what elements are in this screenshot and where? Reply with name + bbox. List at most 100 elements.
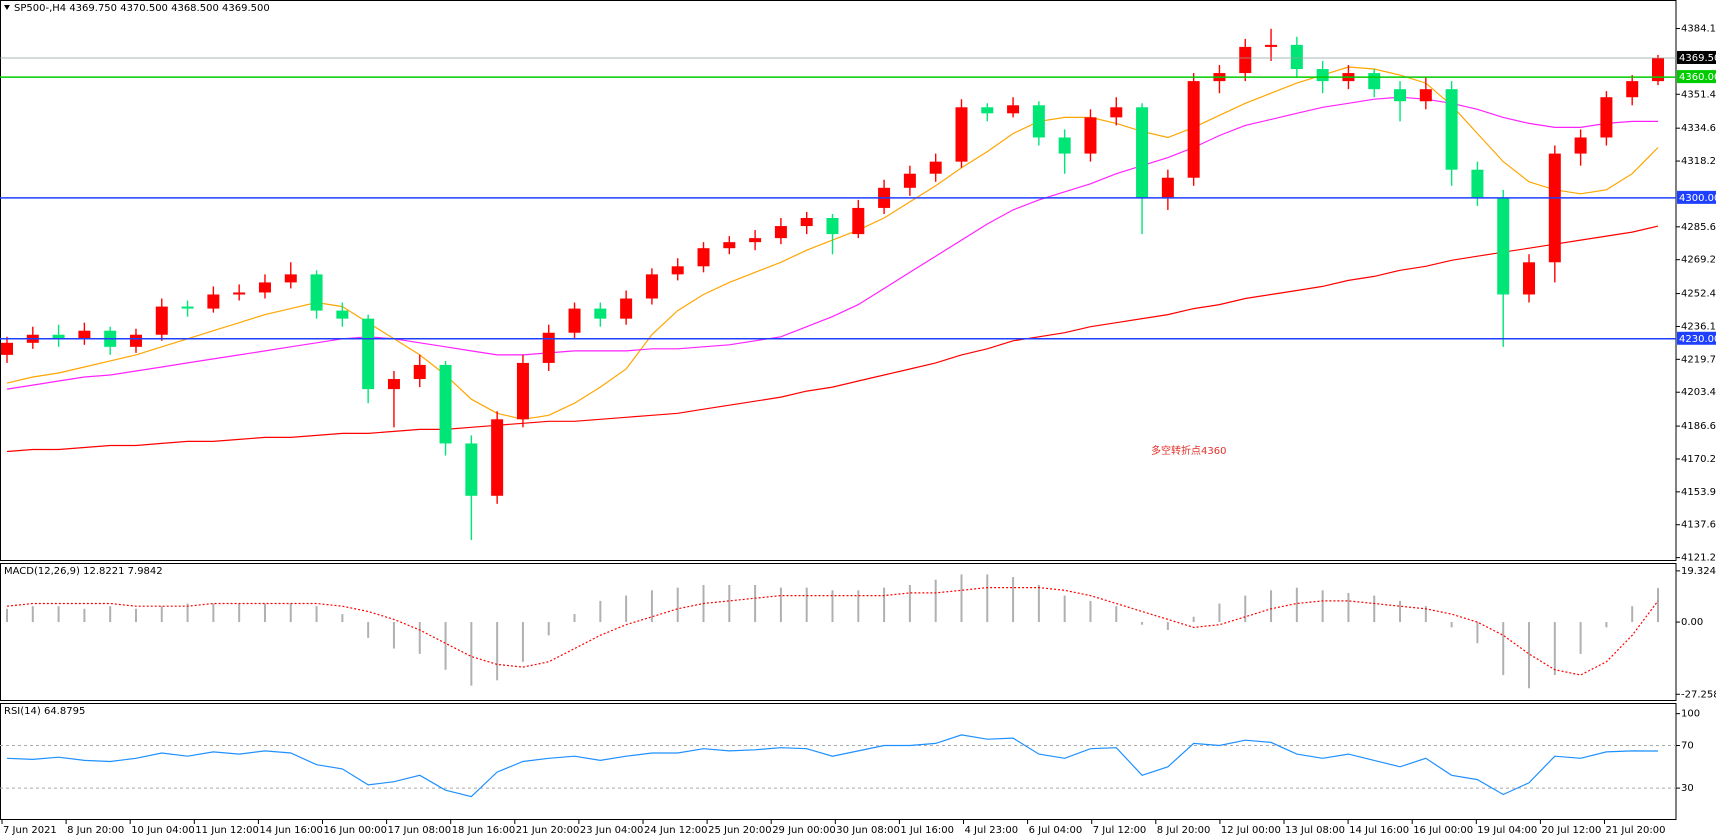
- candle-body: [826, 217, 839, 235]
- x-tick-label: 1 Jul 16:00: [900, 825, 954, 836]
- candle-body: [413, 364, 426, 380]
- candle-body: [52, 334, 65, 339]
- panel-title: SP500-,H4 4369.750 4370.500 4368.500 436…: [14, 3, 270, 14]
- candle-body: [852, 207, 865, 235]
- y-tick-label: -27.2581: [1681, 689, 1716, 700]
- candle-body: [981, 107, 994, 114]
- y-tick-label: 4351.46: [1681, 89, 1716, 100]
- candle-body: [284, 274, 297, 283]
- candle-body: [568, 308, 581, 333]
- rsi-line: [6, 734, 1659, 798]
- y-tick-label: 4170.29: [1681, 454, 1716, 465]
- panel-title: RSI(14) 64.8795: [4, 706, 85, 717]
- y-tick-label: 4285.62: [1681, 222, 1716, 233]
- candle-body: [1265, 44, 1278, 47]
- candle-body: [671, 266, 684, 275]
- candle-body: [1084, 117, 1097, 154]
- x-tick-label: 16 Jul 00:00: [1413, 825, 1473, 836]
- candle-body: [258, 282, 271, 293]
- panel-frame: [0, 563, 1677, 701]
- candle-body: [207, 294, 220, 309]
- candle-body: [620, 298, 633, 319]
- candle-body: [516, 362, 529, 420]
- candle-body: [491, 419, 504, 496]
- candle-body: [1394, 89, 1407, 102]
- candle-body: [723, 242, 736, 249]
- x-tick-label: 10 Jun 04:00: [131, 825, 195, 836]
- y-tick-label: 19.3245: [1681, 566, 1716, 577]
- candle-body: [181, 306, 194, 309]
- candle-body: [1471, 169, 1484, 198]
- candle-body: [800, 217, 813, 227]
- candle-body: [1574, 137, 1587, 154]
- level-label-box: [1677, 190, 1716, 204]
- y-tick-label: 4137.62: [1681, 520, 1716, 531]
- x-tick-label: 4 Jul 23:00: [965, 825, 1019, 836]
- candle-body: [1032, 105, 1045, 138]
- menu-arrow[interactable]: [4, 5, 10, 10]
- panel-frame: [0, 703, 1677, 820]
- candle-body: [387, 379, 400, 390]
- candle-body: [929, 161, 942, 174]
- x-tick-label: 11 Jun 12:00: [195, 825, 259, 836]
- x-tick-label: 14 Jul 16:00: [1349, 825, 1409, 836]
- x-tick-label: 6 Jul 04:00: [1029, 825, 1083, 836]
- candle-body: [465, 443, 478, 496]
- y-tick-label: 100: [1681, 709, 1700, 720]
- x-tick-label: 8 Jun 20:00: [67, 825, 124, 836]
- x-tick-label: 8 Jul 20:00: [1157, 825, 1211, 836]
- x-tick-label: 7 Jul 12:00: [1093, 825, 1147, 836]
- x-tick-label: 12 Jul 00:00: [1221, 825, 1281, 836]
- candle-body: [1600, 97, 1613, 138]
- y-tick-label: 70: [1681, 741, 1694, 752]
- candle-body: [955, 107, 968, 162]
- candle-body: [1523, 262, 1536, 295]
- y-tick-label: 4153.95: [1681, 487, 1716, 498]
- candle-body: [697, 248, 710, 267]
- level-label: 4230.00: [1679, 334, 1716, 345]
- candle-body: [1626, 81, 1639, 98]
- y-tick-label: 30: [1681, 783, 1694, 794]
- moving-average: [6, 225, 1659, 453]
- x-tick-label: 21 Jun 20:00: [516, 825, 580, 836]
- x-tick-label: 19 Jul 04:00: [1477, 825, 1537, 836]
- candle-body: [1136, 107, 1149, 198]
- y-tick-label: 4186.62: [1681, 421, 1716, 432]
- candle-body: [1110, 107, 1123, 118]
- candle-body: [155, 306, 168, 335]
- x-tick-label: 17 Jun 08:00: [388, 825, 452, 836]
- level-label-box: [1677, 331, 1716, 345]
- y-tick-label: 4384.13: [1681, 24, 1716, 35]
- candle-body: [903, 173, 916, 188]
- y-tick-label: 4236.12: [1681, 321, 1716, 332]
- annotation: 多空转折点4360: [1151, 444, 1226, 457]
- candle-body: [1419, 89, 1432, 102]
- candle-body: [594, 308, 607, 319]
- candle-body: [1187, 81, 1200, 178]
- x-tick-label: 14 Jun 16:00: [259, 825, 323, 836]
- candle-body: [1058, 137, 1071, 154]
- candle-body: [542, 332, 555, 363]
- candle-body: [1652, 57, 1664, 82]
- candle-body: [749, 238, 762, 243]
- level-label: 4360.00: [1679, 72, 1716, 83]
- candle-body: [645, 274, 658, 299]
- candle-body: [1007, 105, 1020, 114]
- x-tick-label: 23 Jun 04:00: [580, 825, 644, 836]
- macd-signal: [6, 587, 1659, 676]
- x-tick-label: 29 Jun 00:00: [772, 825, 836, 836]
- candle-body: [1548, 153, 1561, 263]
- candle-body: [310, 274, 323, 311]
- x-tick-label: 18 Jun 16:00: [452, 825, 516, 836]
- candle-body: [1290, 44, 1303, 70]
- x-tick-label: 16 Jun 00:00: [324, 825, 388, 836]
- candle-body: [1, 342, 13, 355]
- candle-body: [1368, 73, 1381, 90]
- candle-body: [78, 330, 91, 339]
- level-label-box: [1677, 70, 1716, 84]
- y-tick-label: 4334.63: [1681, 123, 1716, 134]
- candle-body: [1316, 69, 1329, 82]
- candle-body: [774, 226, 787, 239]
